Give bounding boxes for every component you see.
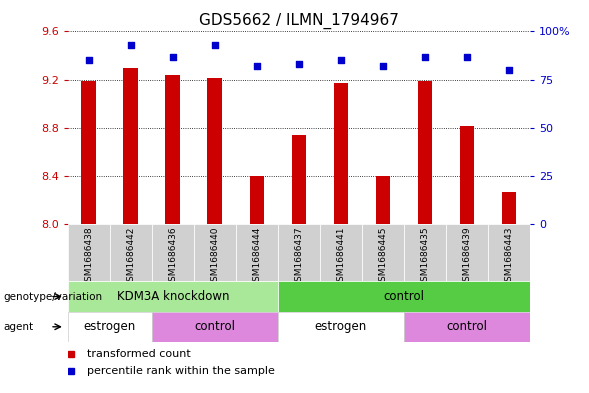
Bar: [152, 312, 278, 342]
Point: [378, 63, 388, 69]
Text: control: control: [194, 320, 236, 333]
Text: KDM3A knockdown: KDM3A knockdown: [117, 290, 229, 303]
Text: GSM1686440: GSM1686440: [210, 227, 219, 287]
Bar: [236, 224, 278, 281]
Bar: [124, 68, 138, 224]
Bar: [488, 224, 530, 281]
Point: [421, 53, 430, 60]
Text: transformed count: transformed count: [87, 349, 191, 359]
Text: GSM1686441: GSM1686441: [336, 227, 346, 287]
Point: [84, 57, 94, 64]
Text: estrogen: estrogen: [84, 320, 136, 333]
Text: GSM1686436: GSM1686436: [168, 227, 177, 287]
Text: GSM1686442: GSM1686442: [126, 227, 135, 287]
Bar: [207, 79, 222, 224]
Bar: [362, 224, 404, 281]
Bar: [68, 281, 278, 312]
Bar: [68, 312, 152, 342]
Bar: [278, 312, 404, 342]
Text: GSM1686443: GSM1686443: [505, 227, 514, 287]
Text: GSM1686444: GSM1686444: [252, 227, 262, 287]
Bar: [404, 224, 446, 281]
Bar: [152, 224, 194, 281]
Point: [504, 67, 514, 73]
Bar: [502, 192, 517, 224]
Point: [294, 61, 304, 67]
Bar: [68, 224, 110, 281]
Text: estrogen: estrogen: [315, 320, 367, 333]
Text: GSM1686438: GSM1686438: [84, 227, 93, 287]
Text: GSM1686445: GSM1686445: [379, 227, 388, 287]
Point: [168, 53, 177, 60]
Bar: [292, 135, 306, 224]
Point: [252, 63, 262, 69]
Bar: [278, 224, 320, 281]
Text: agent: agent: [3, 322, 33, 332]
Bar: [166, 75, 180, 224]
Text: control: control: [446, 320, 488, 333]
Bar: [418, 81, 432, 224]
Bar: [446, 224, 488, 281]
Point: [336, 57, 346, 64]
Bar: [404, 312, 530, 342]
Point: [210, 42, 220, 48]
Bar: [110, 224, 152, 281]
Point: [126, 42, 135, 48]
Bar: [459, 125, 474, 224]
Bar: [320, 224, 362, 281]
Bar: [278, 281, 530, 312]
Title: GDS5662 / ILMN_1794967: GDS5662 / ILMN_1794967: [199, 13, 399, 29]
Text: GSM1686439: GSM1686439: [462, 227, 472, 287]
Bar: [376, 176, 391, 224]
Text: GSM1686435: GSM1686435: [421, 227, 429, 287]
Text: control: control: [383, 290, 425, 303]
Text: percentile rank within the sample: percentile rank within the sample: [87, 366, 275, 376]
Bar: [194, 224, 236, 281]
Text: genotype/variation: genotype/variation: [3, 292, 102, 301]
Text: GSM1686437: GSM1686437: [294, 227, 303, 287]
Bar: [81, 81, 96, 224]
Point: [462, 53, 472, 60]
Bar: [250, 176, 264, 224]
Bar: [333, 83, 348, 224]
